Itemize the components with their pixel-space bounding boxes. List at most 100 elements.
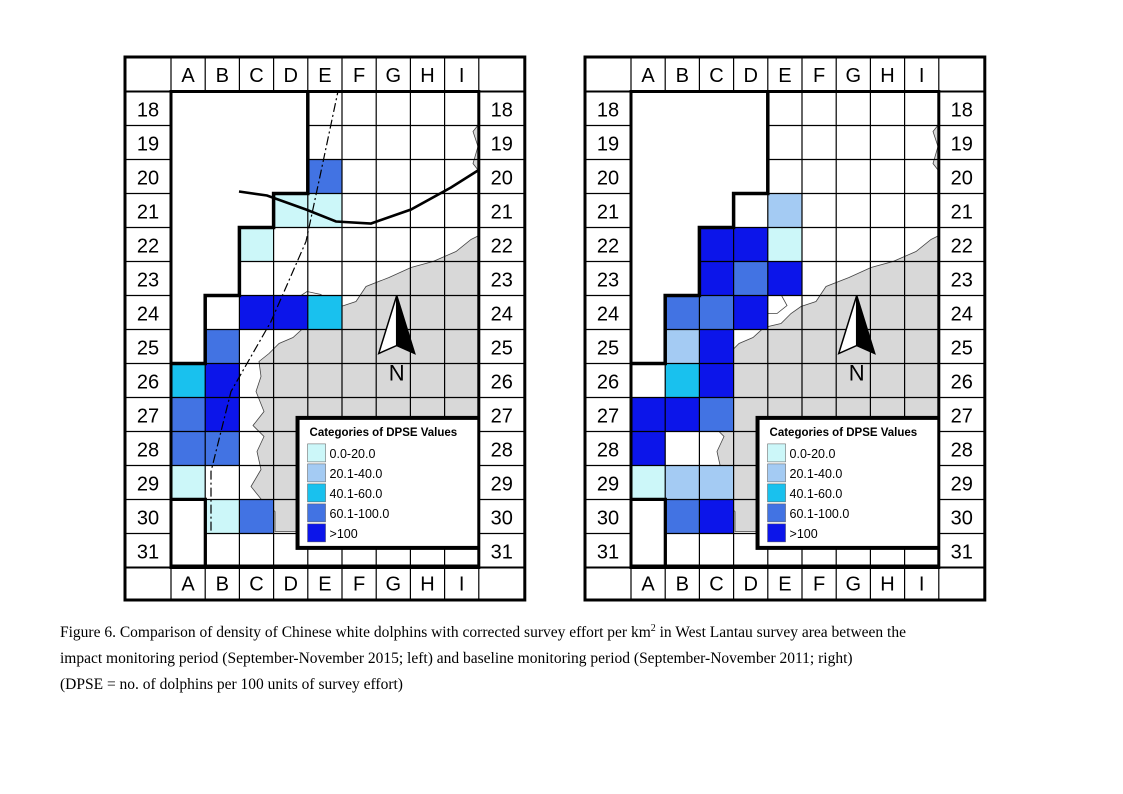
column-label-bottom-G: G [386, 574, 402, 596]
column-label-bottom-C: C [249, 574, 263, 596]
legend-label: 40.1-60.0 [330, 487, 383, 501]
row-label-left-19: 19 [137, 134, 159, 156]
cell-B25 [205, 329, 240, 364]
legend-swatch [307, 523, 326, 543]
legend-label: 0.0-20.0 [330, 447, 376, 461]
row-label-right-23: 23 [491, 270, 513, 292]
north-arrow-icon [837, 295, 876, 355]
column-label-top-H: H [880, 65, 894, 87]
column-label-bottom-I: I [919, 574, 925, 596]
caption-line-3: (DPSE = no. of dolphins per 100 units of… [60, 676, 403, 693]
cell-B27 [665, 397, 700, 432]
cell-D22 [733, 227, 768, 262]
row-label-left-31: 31 [137, 542, 159, 564]
column-label-top-A: A [181, 65, 195, 87]
legend-swatch [307, 503, 326, 523]
column-label-bottom-G: G [846, 574, 862, 596]
cell-E23 [767, 261, 802, 296]
cell-C27 [699, 397, 734, 432]
column-label-bottom-D: D [283, 574, 297, 596]
row-label-right-18: 18 [491, 100, 513, 122]
cell-B28 [205, 431, 240, 466]
legend-swatch [307, 483, 326, 503]
column-label-top-D: D [743, 65, 757, 87]
column-label-top-B: B [216, 65, 229, 87]
cell-C26 [699, 363, 734, 398]
legend-box: Categories of DPSE Values 0.0-20.0 20.1-40… [755, 415, 939, 550]
column-label-bottom-I: I [459, 574, 465, 596]
row-label-left-21: 21 [597, 202, 619, 224]
row-label-left-27: 27 [137, 406, 159, 428]
row-label-left-18: 18 [137, 100, 159, 122]
column-label-bottom-B: B [216, 574, 229, 596]
column-label-bottom-A: A [641, 574, 655, 596]
row-label-right-23: 23 [951, 270, 973, 292]
column-label-top-C: C [709, 65, 723, 87]
legend-swatch [767, 463, 786, 483]
row-label-right-29: 29 [491, 474, 513, 496]
caption-line-2: impact monitoring period (September-Nove… [60, 650, 853, 667]
row-label-left-19: 19 [597, 134, 619, 156]
legend-label: 40.1-60.0 [790, 487, 843, 501]
row-label-left-30: 30 [137, 508, 159, 530]
row-label-right-20: 20 [491, 168, 513, 190]
legend-label: >100 [790, 527, 818, 541]
map-interior: N Categories of DPSE Values 0.0-20.0 20.1-4… [631, 91, 939, 568]
column-label-top-F: F [353, 65, 365, 87]
cell-E22 [767, 227, 802, 262]
column-label-bottom-D: D [743, 574, 757, 596]
row-label-right-28: 28 [491, 440, 513, 462]
legend-swatch [767, 443, 786, 463]
cell-C30 [239, 499, 274, 534]
cell-A29 [631, 465, 666, 500]
column-label-bottom-H: H [880, 574, 894, 596]
column-label-top-A: A [641, 65, 655, 87]
column-label-bottom-E: E [778, 574, 791, 596]
cell-B29 [665, 465, 700, 500]
column-label-top-E: E [318, 65, 331, 87]
boundary-dash-dot-line [210, 91, 339, 532]
cell-C24 [699, 295, 734, 330]
cell-D24 [273, 295, 308, 330]
cell-C22 [699, 227, 734, 262]
row-label-right-30: 30 [491, 508, 513, 530]
legend-label: 20.1-40.0 [330, 467, 383, 481]
column-label-top-F: F [813, 65, 825, 87]
row-label-left-23: 23 [597, 270, 619, 292]
cell-A27 [631, 397, 666, 432]
caption-line-1-text: Figure 6. Comparison of density of Chine… [60, 624, 651, 641]
legend-label: 20.1-40.0 [790, 467, 843, 481]
cell-B26 [205, 363, 240, 398]
column-label-top-G: G [386, 65, 402, 87]
row-label-right-22: 22 [491, 236, 513, 258]
row-label-left-25: 25 [137, 338, 159, 360]
legend-swatch [307, 443, 326, 463]
cell-A28 [171, 431, 206, 466]
row-label-right-27: 27 [951, 406, 973, 428]
cell-A27 [171, 397, 206, 432]
survey-area-boundary [171, 91, 310, 366]
column-label-bottom-F: F [353, 574, 365, 596]
legend-label: 0.0-20.0 [790, 447, 836, 461]
cell-C25 [699, 329, 734, 364]
row-label-right-19: 19 [951, 134, 973, 156]
row-label-left-28: 28 [137, 440, 159, 462]
row-label-right-28: 28 [951, 440, 973, 462]
caption-superscript: 2 [650, 622, 656, 634]
cell-C22 [239, 227, 274, 262]
row-label-right-24: 24 [491, 304, 513, 326]
row-label-right-31: 31 [951, 542, 973, 564]
figure-caption: Figure 6. Comparison of density of Chine… [60, 620, 1100, 698]
caption-line-1: Figure 6. Comparison of density of Chine… [60, 620, 1100, 646]
map-right-baseline-2011: N Categories of DPSE Values 0.0-20.0 20.1-4… [583, 55, 987, 602]
cell-E21 [767, 193, 802, 228]
cell-D24 [733, 295, 768, 330]
cell-B30 [205, 499, 240, 534]
column-label-top-G: G [846, 65, 862, 87]
cell-E24 [307, 295, 342, 330]
column-label-bottom-A: A [181, 574, 195, 596]
legend-swatch [767, 523, 786, 543]
column-label-bottom-B: B [676, 574, 689, 596]
legend-label: >100 [330, 527, 358, 541]
column-label-top-E: E [778, 65, 791, 87]
